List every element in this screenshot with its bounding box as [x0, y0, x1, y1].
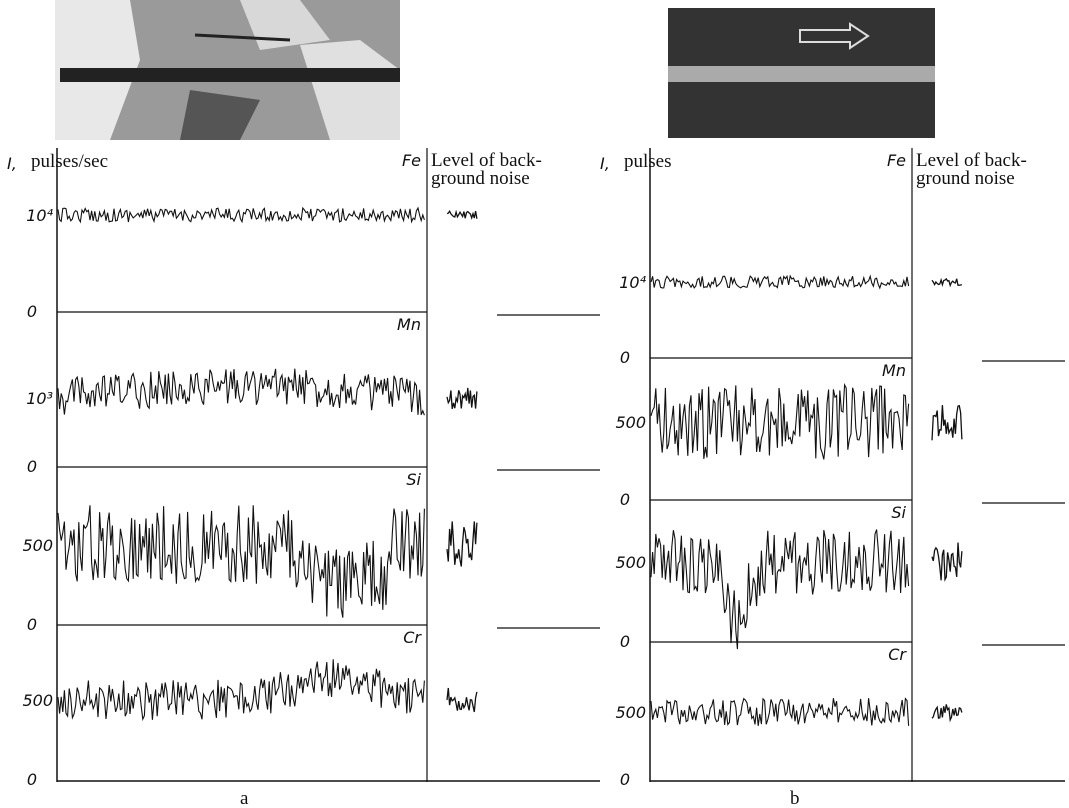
trace — [57, 505, 425, 618]
trace — [57, 368, 425, 416]
level-tick-label: 500 — [615, 553, 646, 572]
noise-trace — [446, 387, 478, 410]
noise-header: Level of back- — [916, 150, 1027, 171]
trace-row: Mn 10³ 0 — [26, 315, 600, 476]
level-tick-label: 500 — [22, 691, 53, 710]
trace-row: Cr 500 0 — [22, 628, 478, 789]
level-tick-label: 500 — [615, 413, 646, 432]
photo-a — [55, 0, 400, 140]
element-label: Cr — [888, 645, 907, 664]
trace-row: Fe 10⁴ 0 — [619, 151, 1065, 367]
noise-trace — [446, 521, 478, 567]
trace-row: Si 500 0 — [615, 503, 1065, 651]
trace-row: Si 500 0 — [22, 470, 600, 634]
trace — [650, 529, 910, 650]
noise-trace — [446, 687, 478, 713]
zero-tick-label: 0 — [620, 490, 630, 509]
noise-header: Level of back- — [431, 150, 542, 171]
trace-row: Mn 500 0 — [615, 361, 1065, 509]
trace — [57, 659, 425, 722]
y-unit: pulses/sec — [31, 151, 108, 172]
noise-header: ground noise — [916, 168, 1015, 189]
element-label: Mn — [882, 361, 906, 380]
level-tick-label: 500 — [22, 536, 53, 555]
panel-caption: b — [790, 788, 800, 808]
zero-tick-label: 0 — [27, 770, 37, 789]
noise-trace — [931, 704, 963, 723]
level-tick-label: 10³ — [26, 389, 53, 408]
trace-row: Cr 500 0 — [615, 645, 963, 789]
element-label: Si — [406, 470, 421, 489]
zero-tick-label: 0 — [620, 348, 630, 367]
y-title: I, — [600, 154, 610, 173]
level-tick-label: 10⁴ — [26, 206, 53, 225]
trace-row: Fe 10⁴ 0 — [26, 151, 600, 321]
panel: I, pulses/sec Level of back-ground noise a F… — [7, 148, 600, 808]
noise-trace — [446, 209, 478, 221]
element-label: Cr — [403, 628, 422, 647]
noise-header: ground noise — [431, 168, 530, 189]
trace — [650, 274, 910, 290]
panel-caption: a — [240, 788, 249, 808]
y-unit: pulses — [624, 151, 672, 172]
element-label: Fe — [887, 151, 906, 170]
zero-tick-label: 0 — [620, 632, 630, 651]
zero-tick-label: 0 — [27, 615, 37, 634]
element-label: Fe — [402, 151, 421, 170]
level-tick-label: 500 — [615, 703, 646, 722]
noise-trace — [931, 542, 963, 582]
zero-tick-label: 0 — [27, 457, 37, 476]
noise-trace — [931, 404, 963, 441]
trace — [650, 382, 910, 460]
panel: I, pulses Level of back-ground noise b Fe 10⁴… — [600, 148, 1065, 808]
element-label: Mn — [397, 315, 421, 334]
photo-b — [668, 8, 935, 138]
zero-tick-label: 0 — [27, 302, 37, 321]
noise-trace — [931, 277, 963, 288]
trace — [650, 697, 910, 726]
trace — [57, 206, 425, 224]
element-label: Si — [891, 503, 906, 522]
level-tick-label: 10⁴ — [619, 273, 646, 292]
zero-tick-label: 0 — [620, 770, 630, 789]
y-title: I, — [7, 154, 17, 173]
